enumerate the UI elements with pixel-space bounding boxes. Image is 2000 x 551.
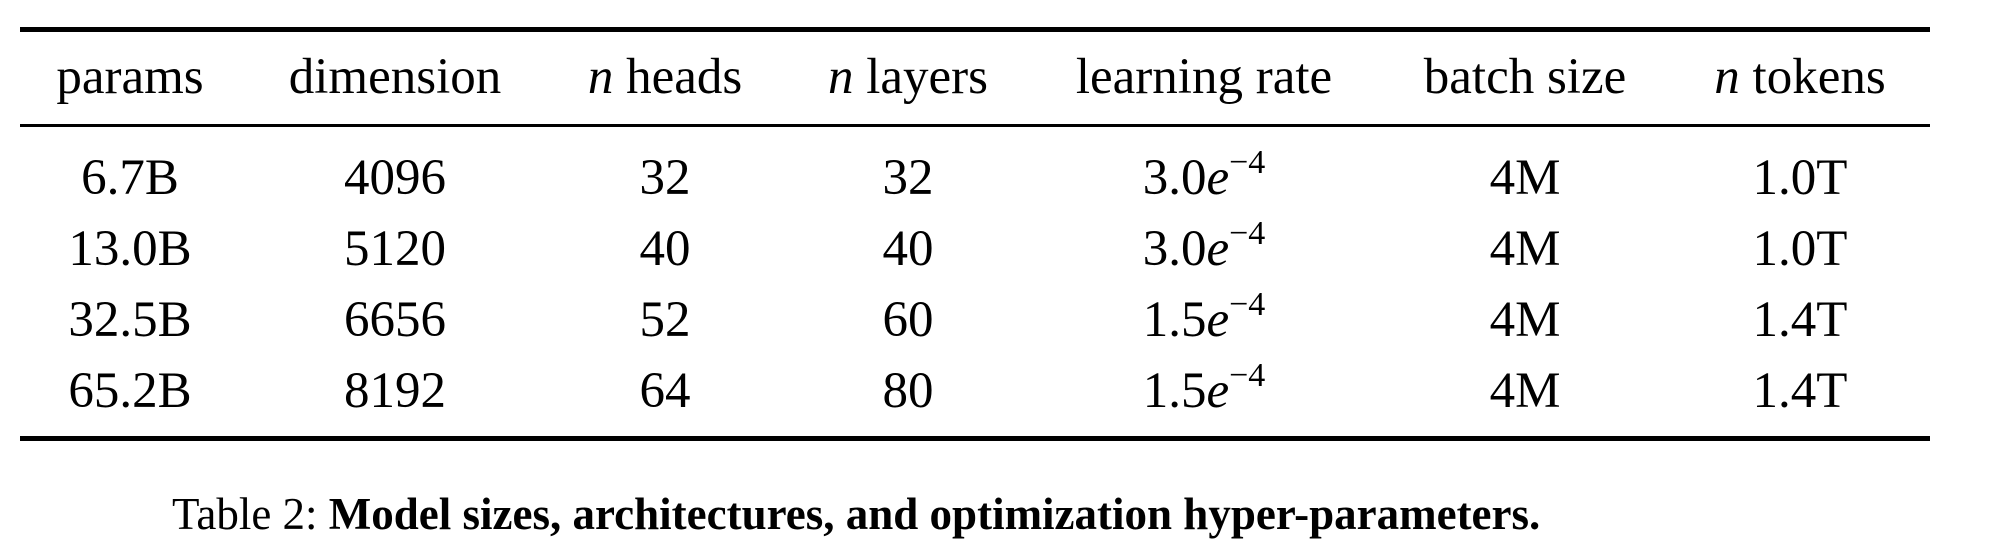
column-header-n-tokens: n tokens (1714, 49, 1886, 105)
table-header-rule (20, 124, 1930, 127)
cell-heads: 32 (639, 150, 691, 206)
table-top-rule (20, 27, 1930, 32)
cell-batch-size: 4M (1489, 292, 1561, 348)
caption-text: Model sizes, architectures, and optimiza… (328, 489, 1541, 539)
cell-heads: 52 (639, 292, 691, 348)
column-header-dimension: dimension (288, 49, 502, 105)
cell-tokens: 1.0T (1752, 221, 1848, 277)
column-header-learning-rate: learning rate (1075, 49, 1333, 105)
cell-params: 65.2B (68, 363, 192, 419)
cell-batch-size: 4M (1489, 221, 1561, 277)
cell-learning-rate: 1.5e−4 (1142, 356, 1266, 419)
column-header-n-layers: n layers (827, 49, 989, 105)
table-caption: Table 2: Model sizes, architectures, and… (172, 492, 1540, 537)
cell-dimension: 6656 (344, 292, 446, 348)
cell-params: 6.7B (81, 150, 179, 206)
cell-learning-rate: 3.0e−4 (1142, 214, 1266, 277)
cell-dimension: 8192 (344, 363, 446, 419)
cell-heads: 40 (639, 221, 691, 277)
cell-layers: 40 (882, 221, 934, 277)
cell-batch-size: 4M (1489, 150, 1561, 206)
cell-params: 32.5B (68, 292, 192, 348)
cell-learning-rate: 1.5e−4 (1142, 285, 1266, 348)
cell-layers: 60 (882, 292, 934, 348)
cell-params: 13.0B (68, 221, 192, 277)
cell-heads: 64 (639, 363, 691, 419)
cell-tokens: 1.4T (1752, 363, 1848, 419)
column-header-batch-size: batch size (1423, 49, 1627, 105)
cell-dimension: 5120 (344, 221, 446, 277)
table-bottom-rule (20, 436, 1930, 441)
cell-layers: 80 (882, 363, 934, 419)
caption-prefix: Table 2: (172, 489, 318, 539)
cell-tokens: 1.4T (1752, 292, 1848, 348)
cell-tokens: 1.0T (1752, 150, 1848, 206)
cell-learning-rate: 3.0e−4 (1142, 143, 1266, 206)
cell-dimension: 4096 (344, 150, 446, 206)
cell-layers: 32 (882, 150, 934, 206)
column-header-params: params (56, 49, 204, 105)
column-header-n-heads: n heads (587, 49, 743, 105)
cell-batch-size: 4M (1489, 363, 1561, 419)
